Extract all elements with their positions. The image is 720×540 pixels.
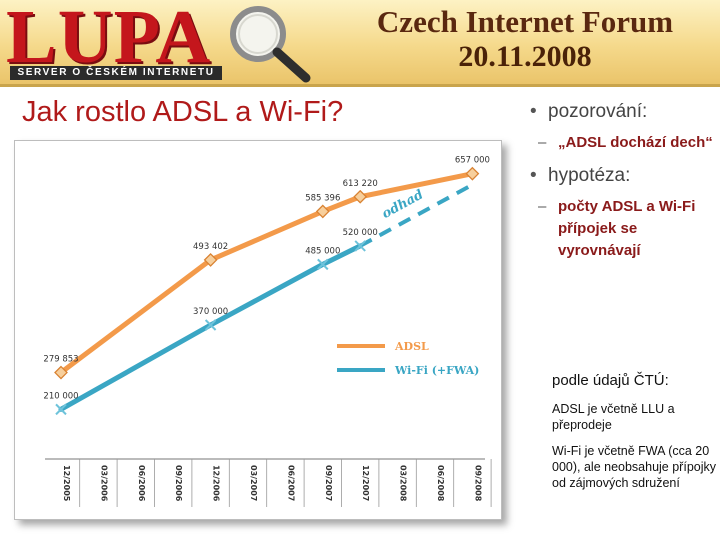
bullet-hypothesis-detail: počty ADSL a Wi-Fi přípojek se vyrovnáva… [526, 196, 716, 262]
data-label: 520 000 [343, 228, 378, 238]
wifi-marker [55, 403, 67, 416]
x-tick-label: 03/2007 [249, 465, 258, 501]
source-title: podle údajů ČTÚ: [552, 372, 669, 389]
wifi-marker [354, 240, 366, 252]
chart-frame: 12/2005 03/2006 06/2006 09/2006 12/2006 03/20… [14, 140, 502, 520]
data-label: 657 000 [455, 156, 490, 166]
wifi-marker-stroke [317, 258, 329, 271]
note-wifi: Wi-Fi je včetně FWA (cca 20 000), ale ne… [552, 444, 717, 490]
header-banner: LUPA SERVER O ČESKÉM INTERNETU Czech Int… [0, 0, 720, 84]
event-date: 20.11.2008 [458, 40, 592, 73]
line-chart: 12/2005 03/2006 06/2006 09/2006 12/2006 03/20… [43, 156, 492, 507]
x-tick-label: 03/2008 [399, 465, 408, 502]
adsl-marker [465, 166, 480, 181]
wifi-marker-stroke [354, 240, 366, 252]
x-tick-label: 06/2008 [436, 465, 445, 502]
note-adsl: ADSL je včetně LLU a přeprodeje [552, 402, 675, 432]
bullet-list: pozorování: „ADSL dochází dech“ hypotéza… [526, 100, 716, 272]
adsl-marker [203, 253, 218, 267]
x-tick-label: 03/2006 [99, 465, 108, 502]
adsl-marker [315, 204, 330, 219]
x-tick-label: 12/2005 [62, 465, 71, 502]
x-tick-label: 06/2006 [137, 465, 146, 502]
lupa-logo: LUPA [6, 0, 212, 79]
legend-label: ADSL [394, 340, 429, 353]
bullet-observation: pozorování: [526, 100, 716, 124]
x-tick-label: 09/2007 [324, 465, 333, 501]
legend-label: Wi-Fi (+FWA) [394, 364, 479, 377]
source-notes: podle údajů ČTÚ: ADSL je včetně LLU a př… [552, 372, 716, 501]
magnifier-icon [230, 6, 311, 83]
adsl-marker [54, 365, 68, 380]
banner-divider [0, 84, 720, 87]
wifi-marker [317, 258, 329, 271]
data-label: 613 220 [343, 179, 378, 189]
event-title: Czech Internet Forum [376, 4, 674, 39]
data-label: 493 402 [193, 242, 228, 252]
slide-title: Jak rostlo ADSL a Wi-Fi? [22, 96, 344, 128]
wifi-marker-stroke [204, 319, 217, 331]
x-tick-label: 06/2007 [286, 465, 295, 501]
bullet-hypothesis: hypotéza: [526, 164, 716, 188]
wifi-marker [204, 319, 217, 331]
x-tick-label: 09/2008 [473, 465, 482, 502]
data-label: 210 000 [43, 391, 78, 401]
bullet-observation-detail: „ADSL dochází dech“ [526, 132, 716, 154]
data-label: 370 000 [193, 307, 228, 317]
adsl-marker [353, 189, 368, 204]
logo-subtitle: SERVER O ČESKÉM INTERNETU [10, 66, 222, 80]
x-tick-label: 12/2007 [361, 465, 370, 501]
x-tick-label: 12/2006 [212, 465, 221, 502]
x-tick-label: 09/2006 [174, 465, 183, 502]
data-label: 485 000 [305, 246, 340, 256]
series-line-1 [58, 243, 363, 412]
data-label: 585 396 [305, 193, 340, 203]
wifi-marker-stroke [55, 403, 67, 416]
data-label: 279 853 [43, 355, 78, 365]
